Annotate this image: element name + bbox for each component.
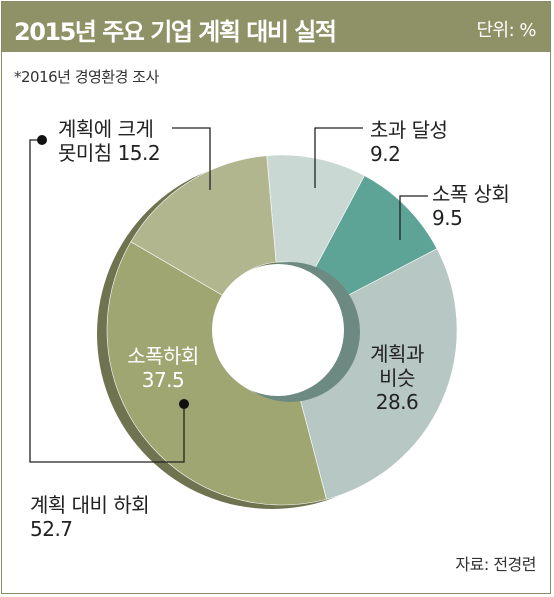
leader-exceed: [314, 127, 363, 188]
label-similar-value: 28.6: [375, 390, 419, 414]
label-group-below: 계획 대비 하회 52.7: [30, 493, 150, 541]
label-slight-above-value: 9.5: [432, 206, 463, 230]
chart-title: 2015년 주요 기업 계획 대비 실적: [14, 18, 337, 46]
label-similar-name2: 비슷: [379, 366, 415, 390]
label-group-below-value: 52.7: [30, 517, 73, 541]
survey-note: *2016년 경영환경 조사: [14, 68, 159, 86]
label-exceed-name: 초과 달성: [370, 118, 448, 142]
label-slight-above: 소폭 상회 9.5: [432, 182, 510, 230]
label-similar: 계획과 비슷 28.6: [362, 342, 432, 414]
label-slight-below: 소폭하회 37.5: [113, 344, 213, 392]
label-exceed-value: 9.2: [370, 142, 401, 166]
label-similar-name1: 계획과: [370, 342, 424, 366]
label-greatly-below: 계획에 크게 못미침 15.2: [58, 117, 161, 165]
leader-greatly-below: [172, 127, 211, 190]
group-dot-top: [37, 135, 47, 145]
unit-label: 단위: %: [476, 20, 536, 41]
donut-hole: [212, 264, 344, 396]
source-note: 자료: 전경련: [455, 555, 536, 574]
label-slight-below-name: 소폭하회: [127, 344, 199, 368]
label-slight-below-value: 37.5: [141, 368, 185, 392]
label-exceed: 초과 달성 9.2: [370, 118, 448, 166]
group-dot-bottom: [179, 399, 189, 409]
leader-slight-above: [399, 195, 428, 240]
label-slight-above-name: 소폭 상회: [432, 182, 510, 206]
label-group-below-name: 계획 대비 하회: [30, 493, 150, 517]
label-greatly-below-name1: 계획에 크게: [58, 117, 154, 141]
leader-group-below: [29, 139, 185, 463]
label-greatly-below-name2: 못미침: [58, 141, 112, 165]
label-greatly-below-value: 15.2: [117, 141, 161, 165]
header-bar: 2015년 주요 기업 계획 대비 실적 단위: %: [2, 2, 550, 52]
